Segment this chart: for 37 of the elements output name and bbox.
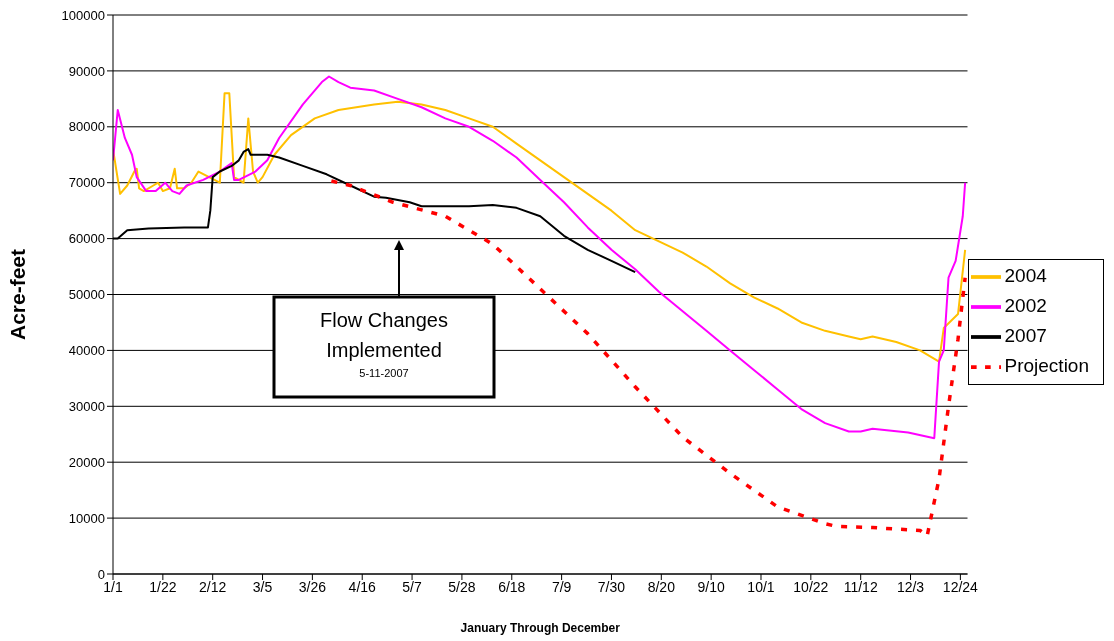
x-tick-label: 3/26 xyxy=(298,578,327,595)
x-tick-label: 3/5 xyxy=(252,578,273,595)
y-tick-label: 70000 xyxy=(68,175,105,191)
x-tick-label: 9/10 xyxy=(697,578,725,595)
x-tick-label: 1/22 xyxy=(149,578,177,595)
x-tick-label: 12/24 xyxy=(942,578,979,595)
legend-label: 2002 xyxy=(1004,295,1047,317)
legend-label: Projection xyxy=(1004,355,1089,377)
x-axis-title: January Through December xyxy=(460,621,621,635)
y-tick-label: 60000 xyxy=(68,231,105,247)
x-tick-label: 8/20 xyxy=(647,578,676,595)
x-tick-label: 2/12 xyxy=(199,578,227,595)
x-tick-label: 4/16 xyxy=(348,578,377,595)
x-tick-label: 10/1 xyxy=(747,578,775,595)
x-tick-label: 12/3 xyxy=(896,578,925,595)
annotation: 5-11-2007 xyxy=(359,367,409,379)
y-axis-title: Acre-feet xyxy=(6,248,30,341)
y-tick-label: 100000 xyxy=(61,7,105,23)
x-tick-label: 11/12 xyxy=(843,578,878,595)
y-tick-label: 40000 xyxy=(68,343,105,359)
x-tick-label: 6/18 xyxy=(498,578,526,595)
x-tick-label: 10/22 xyxy=(793,578,829,595)
x-tick-label: 7/9 xyxy=(551,578,572,595)
y-tick-label: 90000 xyxy=(68,63,105,79)
legend-label: 2007 xyxy=(1004,325,1047,347)
y-tick-label: 80000 xyxy=(68,119,105,135)
legend-label: 2004 xyxy=(1004,265,1047,287)
y-tick-label: 10000 xyxy=(68,510,105,526)
x-tick-label: 5/28 xyxy=(448,578,476,595)
y-tick-label: 20000 xyxy=(68,454,105,470)
x-tick-label: 7/30 xyxy=(597,578,626,595)
x-tick-label: 1/1 xyxy=(103,578,123,595)
annotation: Flow Changes Implemented xyxy=(320,309,448,361)
x-tick-label: 5/7 xyxy=(402,578,423,595)
y-tick-label: 30000 xyxy=(68,398,105,414)
y-tick-label: 0 xyxy=(97,566,105,582)
y-tick-label: 50000 xyxy=(68,287,105,303)
